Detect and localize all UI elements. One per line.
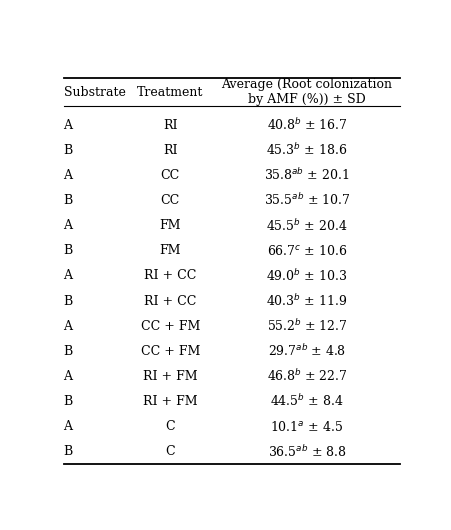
Text: Substrate: Substrate <box>63 86 125 99</box>
Text: A: A <box>63 219 72 232</box>
Text: FM: FM <box>159 219 181 232</box>
Text: CC: CC <box>161 169 179 182</box>
Text: 45.5$^{b}$ ± 20.4: 45.5$^{b}$ ± 20.4 <box>266 218 347 234</box>
Text: 10.1$^{a}$ ± 4.5: 10.1$^{a}$ ± 4.5 <box>270 420 343 434</box>
Text: RI + FM: RI + FM <box>143 395 197 408</box>
Text: RI + FM: RI + FM <box>143 370 197 383</box>
Text: 40.8$^{b}$ ± 16.7: 40.8$^{b}$ ± 16.7 <box>266 117 346 133</box>
Text: C: C <box>165 445 175 458</box>
Text: A: A <box>63 169 72 182</box>
Text: 49.0$^{b}$ ± 10.3: 49.0$^{b}$ ± 10.3 <box>266 268 347 284</box>
Text: 44.5$^{b}$ ± 8.4: 44.5$^{b}$ ± 8.4 <box>270 394 343 410</box>
Text: 35.8$^{ab}$ ± 20.1: 35.8$^{ab}$ ± 20.1 <box>264 167 349 183</box>
Text: 40.3$^{b}$ ± 11.9: 40.3$^{b}$ ± 11.9 <box>266 293 347 309</box>
Text: CC + FM: CC + FM <box>140 320 200 333</box>
Text: B: B <box>63 194 73 207</box>
Text: A: A <box>63 269 72 282</box>
Text: C: C <box>165 420 175 433</box>
Text: RI: RI <box>163 144 177 157</box>
Text: B: B <box>63 144 73 157</box>
Text: B: B <box>63 244 73 257</box>
Text: 46.8$^{b}$ ± 22.7: 46.8$^{b}$ ± 22.7 <box>266 368 346 384</box>
Text: 45.3$^{b}$ ± 18.6: 45.3$^{b}$ ± 18.6 <box>266 143 347 158</box>
Text: 55.2$^{b}$ ± 12.7: 55.2$^{b}$ ± 12.7 <box>266 318 346 334</box>
Text: B: B <box>63 345 73 358</box>
Text: RI + CC: RI + CC <box>144 295 196 307</box>
Text: B: B <box>63 445 73 458</box>
Text: A: A <box>63 119 72 131</box>
Text: Average (Root colonization
by AMF (%)) ± SD: Average (Root colonization by AMF (%)) ±… <box>221 78 391 106</box>
Text: Treatment: Treatment <box>137 86 203 99</box>
Text: 29.7$^{ab}$ ± 4.8: 29.7$^{ab}$ ± 4.8 <box>267 343 345 359</box>
Text: 35.5$^{ab}$ ± 10.7: 35.5$^{ab}$ ± 10.7 <box>263 192 350 208</box>
Text: A: A <box>63 320 72 333</box>
Text: A: A <box>63 370 72 383</box>
Text: 66.7$^{c}$ ± 10.6: 66.7$^{c}$ ± 10.6 <box>266 244 346 258</box>
Text: A: A <box>63 420 72 433</box>
Text: CC: CC <box>161 194 179 207</box>
Text: CC + FM: CC + FM <box>140 345 200 358</box>
Text: FM: FM <box>159 244 181 257</box>
Text: B: B <box>63 295 73 307</box>
Text: RI + CC: RI + CC <box>144 269 196 282</box>
Text: RI: RI <box>163 119 177 131</box>
Text: B: B <box>63 395 73 408</box>
Text: 36.5$^{ab}$ ± 8.8: 36.5$^{ab}$ ± 8.8 <box>267 444 345 460</box>
